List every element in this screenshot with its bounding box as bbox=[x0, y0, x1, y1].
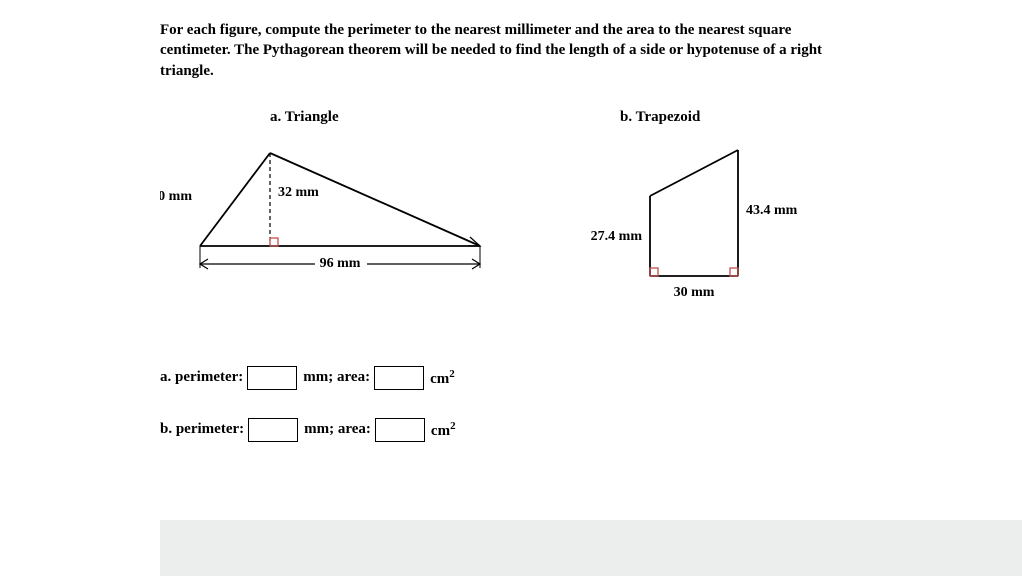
area-a-input[interactable] bbox=[374, 366, 424, 390]
area-a-unit: cm2 bbox=[430, 368, 455, 388]
label-left: 27.4 mm bbox=[591, 229, 643, 244]
answers-block: a. perimeter: mm; area: cm2 b. perimeter… bbox=[160, 366, 862, 442]
perimeter-a-unit: mm; area: bbox=[303, 369, 370, 386]
footer-bar bbox=[160, 520, 1022, 576]
label-bottom: 30 mm bbox=[674, 285, 715, 300]
label-right: 43.4 mm bbox=[746, 203, 798, 218]
instructions-text: For each figure, compute the perimeter t… bbox=[160, 20, 862, 81]
page: For each figure, compute the perimeter t… bbox=[0, 0, 1022, 588]
triangle-diagram: 40 mm 32 mm 96 mm bbox=[160, 136, 520, 286]
label-height: 32 mm bbox=[278, 185, 319, 200]
figure-b-title: b. Trapezoid bbox=[580, 109, 820, 126]
answer-row-b: b. perimeter: mm; area: cm2 bbox=[160, 418, 862, 442]
perimeter-b-input[interactable] bbox=[248, 418, 298, 442]
answer-a-prefix: a. perimeter: bbox=[160, 369, 243, 386]
figures-row: a. Triangle bbox=[160, 109, 862, 306]
area-b-unit: cm2 bbox=[431, 420, 456, 440]
trapezoid-diagram: 27.4 mm 43.4 mm 30 mm bbox=[580, 136, 820, 306]
label-base: 96 mm bbox=[320, 256, 361, 271]
answer-row-a: a. perimeter: mm; area: cm2 bbox=[160, 366, 862, 390]
figure-a-title: a. Triangle bbox=[160, 109, 520, 126]
perimeter-a-input[interactable] bbox=[247, 366, 297, 390]
figure-a: a. Triangle bbox=[160, 109, 520, 306]
figure-b: b. Trapezoid 27.4 mm 43.4 mm 30 mm bbox=[580, 109, 820, 306]
label-left-side: 40 mm bbox=[160, 189, 192, 204]
answer-b-prefix: b. perimeter: bbox=[160, 421, 244, 438]
area-b-input[interactable] bbox=[375, 418, 425, 442]
perimeter-b-unit: mm; area: bbox=[304, 421, 371, 438]
